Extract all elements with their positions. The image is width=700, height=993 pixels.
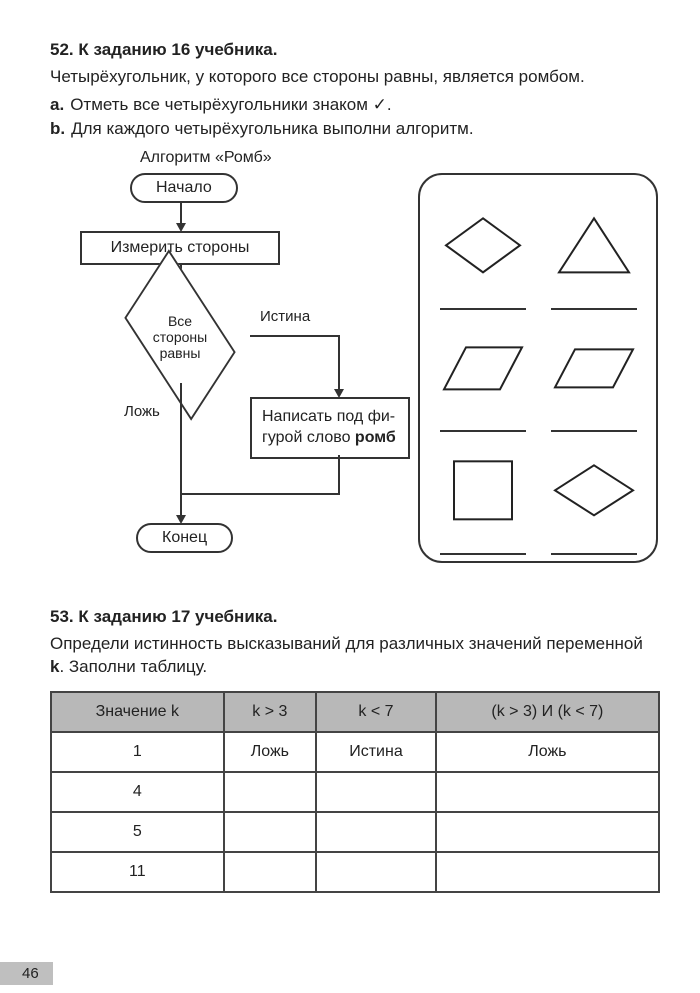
table-cell[interactable] (224, 772, 317, 812)
table-row: 11 (51, 852, 659, 892)
flow-connector (180, 383, 182, 517)
flow-action: Написать под фи- гурой слово ромб (250, 397, 410, 459)
table-cell[interactable] (436, 852, 659, 892)
table-row: 5 (51, 812, 659, 852)
flow-false-label: Ложь (124, 403, 160, 420)
decision-l3: равны (160, 345, 201, 361)
table-header-row: Значение k k > 3 k < 7 (k > 3) И (k < 7) (51, 692, 659, 732)
table-row: 1 Ложь Истина Ложь (51, 732, 659, 772)
square-icon (438, 438, 528, 543)
task53-intro: Определи истинность высказываний для раз… (50, 633, 660, 679)
shape-cell-parallelogram-1 (432, 316, 533, 433)
task52-number: 52. (50, 40, 74, 59)
algorithm-label: Алгоритм «Ромб» (140, 149, 660, 167)
table-cell[interactable]: Ложь (224, 732, 317, 772)
col-header-kgt3: k > 3 (224, 692, 317, 732)
flow-end: Конец (136, 523, 233, 553)
table-cell: 5 (51, 812, 224, 852)
task52-intro: Четырёхугольник, у которого все стороны … (50, 66, 660, 89)
task53-title: К заданию 17 учебника. (78, 607, 277, 626)
table-cell[interactable]: Ложь (436, 732, 659, 772)
decision-l2: стороны (153, 329, 207, 345)
item-a-letter: a. (50, 95, 64, 114)
col-header-and: (k > 3) И (k < 7) (436, 692, 659, 732)
task52-title: К заданию 16 учебника. (78, 40, 277, 59)
rhombus-icon (438, 193, 528, 298)
flow-connector (338, 335, 340, 391)
table-cell[interactable] (316, 812, 436, 852)
col-header-k: Значение k (51, 692, 224, 732)
answer-line[interactable] (551, 553, 637, 555)
answer-line[interactable] (440, 308, 526, 310)
parallelogram-icon (438, 316, 528, 421)
shape-cell-square (432, 438, 533, 555)
table-cell[interactable] (316, 772, 436, 812)
flowchart: Начало Измерить стороны Все стороны равн… (50, 173, 400, 573)
flow-start: Начало (130, 173, 238, 203)
action-l1: Написать под фи- (262, 408, 395, 425)
flow-connector (180, 203, 182, 225)
page-number: 46 (0, 962, 53, 985)
task53-intro-a: Определи истинность высказываний для раз… (50, 634, 643, 653)
table-cell[interactable] (224, 852, 317, 892)
shapes-panel (418, 173, 658, 563)
table-cell[interactable]: Истина (316, 732, 436, 772)
task52-item-a: a. Отметь все четырёхугольники знаком ✓. (50, 95, 660, 115)
task53-number: 53. (50, 607, 74, 626)
task53-intro-b: . Заполни таблицу. (59, 657, 207, 676)
col-header-klt7: k < 7 (316, 692, 436, 732)
answer-line[interactable] (440, 553, 526, 555)
task52-item-b: b. Для каждого четырёхугольника выполни а… (50, 119, 660, 139)
table-cell[interactable] (224, 812, 317, 852)
flow-connector (338, 455, 340, 495)
table-cell: 11 (51, 852, 224, 892)
answer-line[interactable] (551, 430, 637, 432)
answer-line[interactable] (551, 308, 637, 310)
item-b-text: Для каждого четырёхугольника выполни алг… (71, 119, 473, 138)
parallelogram-icon (549, 316, 639, 421)
page: 52. К заданию 16 учебника. Четырёхугольн… (0, 0, 700, 993)
flow-measure: Измерить стороны (80, 231, 280, 265)
shape-cell-rhombus-2 (543, 438, 644, 555)
flow-decision: Все стороны равны (120, 295, 240, 375)
flow-and-shapes-row: Начало Измерить стороны Все стороны равн… (50, 173, 660, 573)
task53-heading: 53. К заданию 17 учебника. (50, 607, 660, 627)
item-a-text: Отметь все четырёхугольники знаком ✓. (70, 95, 391, 114)
decision-l1: Все (168, 313, 192, 329)
table-row: 4 (51, 772, 659, 812)
action-l2a: гурой слово (262, 429, 355, 446)
logic-table: Значение k k > 3 k < 7 (k > 3) И (k < 7)… (50, 691, 660, 893)
action-l2b: ромб (355, 429, 396, 446)
shape-cell-rhombus (432, 193, 533, 310)
table-cell[interactable] (316, 852, 436, 892)
table-cell: 4 (51, 772, 224, 812)
triangle-icon (549, 193, 639, 298)
answer-line[interactable] (440, 430, 526, 432)
item-b-letter: b. (50, 119, 65, 138)
rhombus-icon (549, 438, 639, 543)
flow-connector (180, 493, 340, 495)
flow-connector (250, 335, 340, 337)
shape-cell-triangle (543, 193, 644, 310)
table-cell[interactable] (436, 812, 659, 852)
table-cell[interactable] (436, 772, 659, 812)
task52-heading: 52. К заданию 16 учебника. (50, 40, 660, 60)
shape-cell-parallelogram-2 (543, 316, 644, 433)
flow-true-label: Истина (260, 308, 310, 325)
decision-text: Все стороны равны (120, 313, 240, 361)
table-cell: 1 (51, 732, 224, 772)
